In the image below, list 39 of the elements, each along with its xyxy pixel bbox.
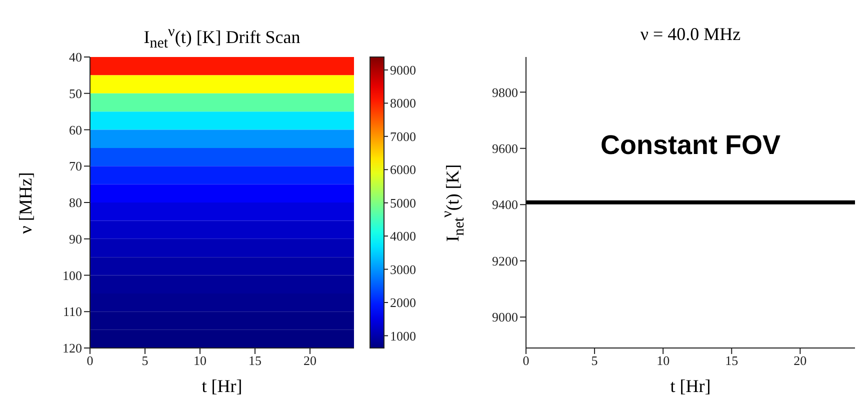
y-tick-label: 80 — [69, 195, 82, 210]
color-bar-label: 8000 — [390, 96, 416, 111]
y-tick-label: 9400 — [492, 197, 518, 212]
chart-title: I$_{net}$$^{ν}$(t) [K] Drift Scan — [142, 24, 302, 53]
y-tick-label: 120 — [62, 340, 82, 356]
color-bar-label: 3000 — [390, 262, 416, 277]
color-bar-label: 1000 — [390, 328, 416, 344]
chart-title: ν = 40.0 MHz — [639, 24, 742, 45]
color-bar-label: 6000 — [390, 162, 416, 178]
y-tick-label: 70 — [69, 158, 82, 174]
y-axis-title: ν [MHz] — [16, 172, 36, 234]
x-tick-label: 10 — [194, 353, 206, 368]
x-axis-title: t [Hr] — [669, 376, 712, 397]
y-tick-label: 60 — [69, 122, 82, 138]
color-bar-label: 7000 — [390, 128, 416, 144]
y-tick-label: 90 — [69, 231, 82, 246]
y-tick-label: 50 — [69, 86, 82, 101]
x-axis-title: t [Hr] — [200, 376, 244, 397]
x-tick-label: 5 — [591, 353, 598, 368]
y-tick-label: 40 — [69, 50, 82, 65]
y-tick-label: 9600 — [492, 140, 518, 156]
color-bar-label: 5000 — [390, 195, 416, 210]
x-tick-label: 5 — [142, 353, 148, 368]
x-tick-label: 15 — [725, 353, 738, 368]
y-tick-label: 100 — [62, 268, 82, 283]
color-bar-label: 2000 — [390, 295, 416, 310]
x-tick-label: 20 — [794, 353, 807, 368]
color-bar-label: 9000 — [390, 62, 416, 78]
x-tick-label: 15 — [248, 353, 262, 368]
x-tick-label: 0 — [522, 353, 530, 368]
color-bar-label: 4000 — [390, 228, 416, 244]
x-tick-label: 10 — [656, 353, 670, 368]
annotation: Constant FOV — [600, 130, 782, 161]
y-tick-label: 9800 — [492, 84, 518, 100]
y-tick-label: 110 — [62, 304, 82, 320]
y-tick-label: 9000 — [492, 310, 518, 325]
x-tick-label: 20 — [304, 353, 316, 368]
y-tick-label: 9200 — [492, 253, 518, 268]
x-tick-label: 0 — [86, 353, 94, 368]
